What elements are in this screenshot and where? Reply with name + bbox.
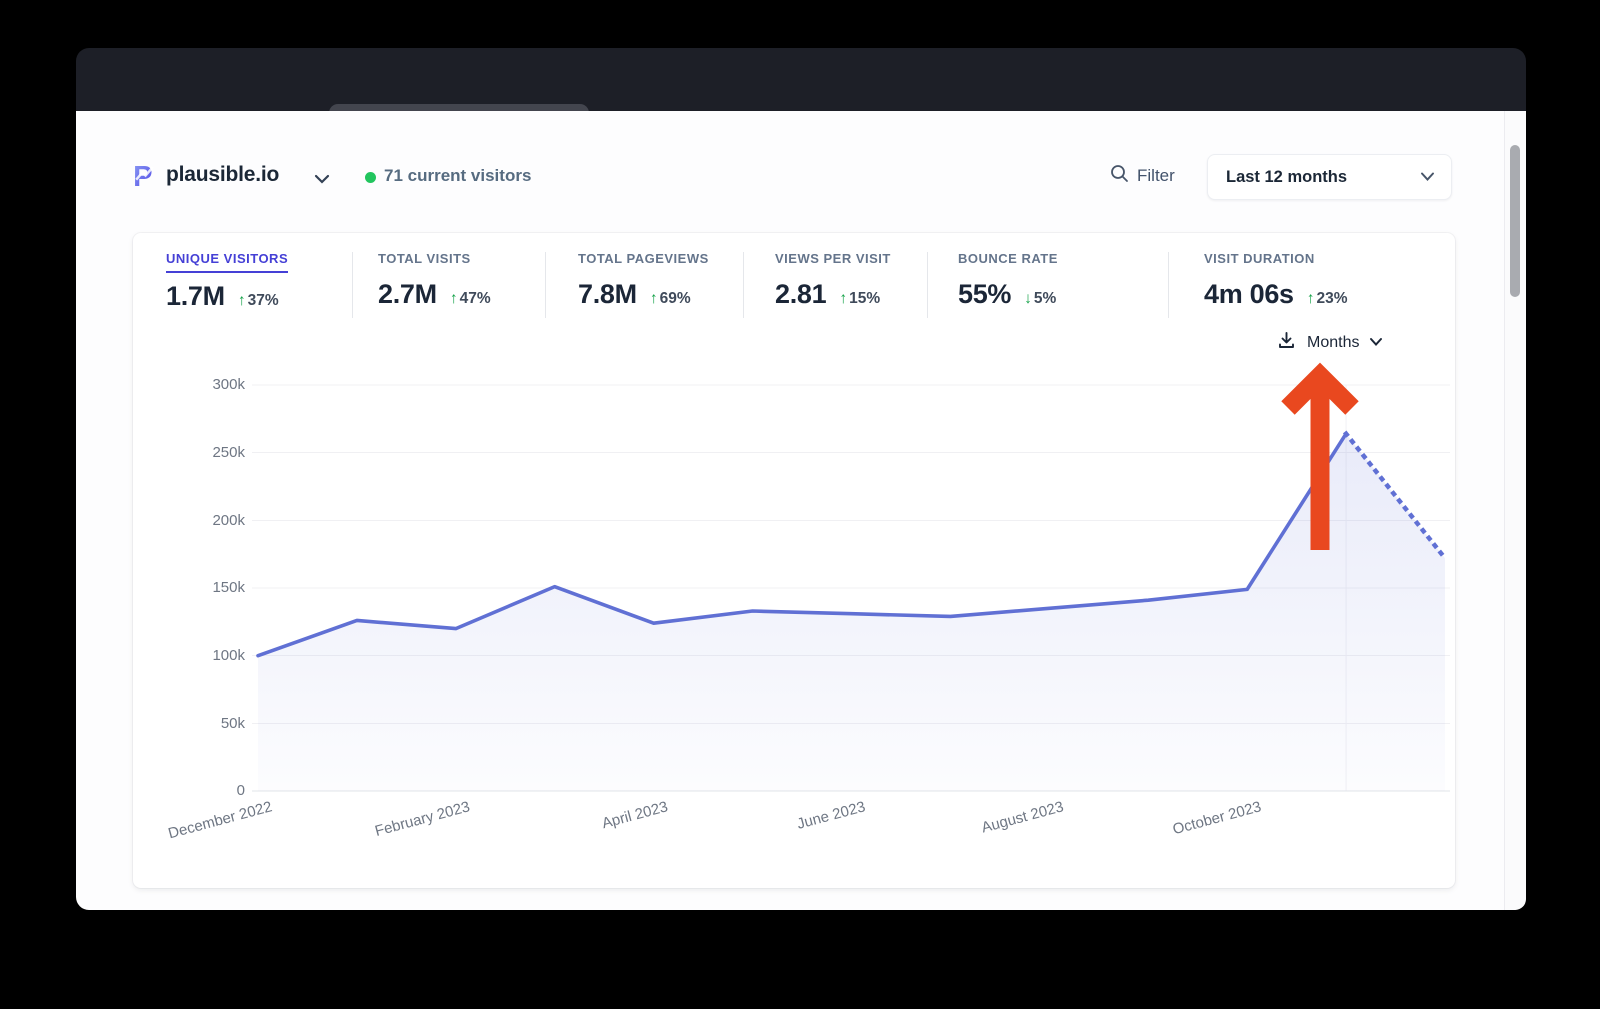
site-name[interactable]: plausible.io (166, 163, 280, 186)
metric-total-pageviews[interactable]: TOTAL PAGEVIEWS 7.8M ↑ 69% (578, 250, 709, 310)
dashboard-card (133, 233, 1455, 888)
live-visitors-dot-icon (365, 172, 376, 183)
metric-value: 7.8M (578, 279, 637, 309)
interval-select[interactable]: Months (1307, 334, 1360, 351)
metric-value: 4m 06s (1204, 279, 1294, 309)
metric-value: 2.7M (378, 279, 437, 309)
metric-visit-duration[interactable]: VISIT DURATION 4m 06s ↑ 23% (1204, 250, 1348, 310)
y-axis-label: 250k (212, 443, 245, 461)
y-axis-label: 300k (212, 376, 245, 393)
metric-label: TOTAL VISITS (378, 251, 471, 266)
metric-change: ↑ 37% (237, 292, 279, 309)
arrow-down-icon: ↓ (1024, 290, 1032, 307)
interval-chevron-down-icon[interactable] (1369, 334, 1383, 352)
metric-label: UNIQUE VISITORS (166, 251, 289, 273)
filter-label: Filter (1137, 166, 1175, 185)
metric-label: VISIT DURATION (1204, 251, 1315, 266)
svg-text:P: P (133, 161, 152, 189)
scrollbar-track[interactable] (1504, 111, 1526, 910)
y-axis-label: 150k (212, 579, 245, 596)
metric-change: ↑ 69% (649, 290, 691, 307)
current-visitors-count[interactable]: 71 current visitors (384, 166, 532, 185)
scrollbar-thumb[interactable] (1510, 145, 1520, 297)
metric-value: 1.7M (166, 281, 225, 311)
metric-divider (927, 252, 928, 318)
metric-change: ↓ 5% (1024, 290, 1057, 307)
arrow-up-icon: ↑ (649, 290, 658, 307)
metric-change: ↑ 23% (1306, 290, 1348, 307)
metric-divider (743, 252, 744, 318)
arrow-up-icon: ↑ (237, 292, 246, 309)
metric-total-visits[interactable]: TOTAL VISITS 2.7M ↑ 47% (378, 250, 491, 310)
site-switcher-chevron-down-icon[interactable] (314, 172, 330, 190)
search-icon (1110, 164, 1129, 188)
metric-bounce-rate[interactable]: BOUNCE RATE 55% ↓ 5% (958, 250, 1058, 310)
y-axis-label: 200k (212, 511, 245, 529)
arrow-up-icon: ↑ (839, 290, 848, 307)
metric-divider (1168, 252, 1169, 318)
metric-divider (545, 252, 546, 318)
browser-titlebar: P Plausible Analytics: Live Demo (76, 48, 1526, 153)
metric-value: 55% (958, 279, 1012, 309)
metric-views-per-visit[interactable]: VIEWS PER VISIT 2.81 ↑ 15% (775, 250, 891, 310)
date-range-value: Last 12 months (1226, 167, 1348, 186)
filter-button[interactable]: Filter (1110, 164, 1175, 188)
plausible-logo-icon: P (130, 161, 158, 194)
y-axis-label: 100k (212, 646, 245, 664)
arrow-up-icon: ↑ (1306, 290, 1315, 307)
date-range-chevron-down-icon (1420, 168, 1435, 187)
y-axis-label: 0 (236, 782, 245, 799)
metric-divider (352, 252, 353, 318)
y-axis-label: 50k (220, 714, 245, 732)
metric-label: VIEWS PER VISIT (775, 251, 891, 266)
metric-change: ↑ 15% (839, 290, 881, 307)
date-range-select[interactable]: Last 12 months (1207, 154, 1452, 200)
metric-label: BOUNCE RATE (958, 251, 1058, 266)
download-icon[interactable] (1276, 330, 1297, 356)
metric-label: TOTAL PAGEVIEWS (578, 251, 709, 266)
metric-value: 2.81 (775, 279, 827, 309)
metric-change: ↑ 47% (449, 290, 491, 307)
metric-unique-visitors[interactable]: UNIQUE VISITORS 1.7M ↑ 37% (166, 250, 289, 312)
arrow-up-icon: ↑ (449, 290, 458, 307)
